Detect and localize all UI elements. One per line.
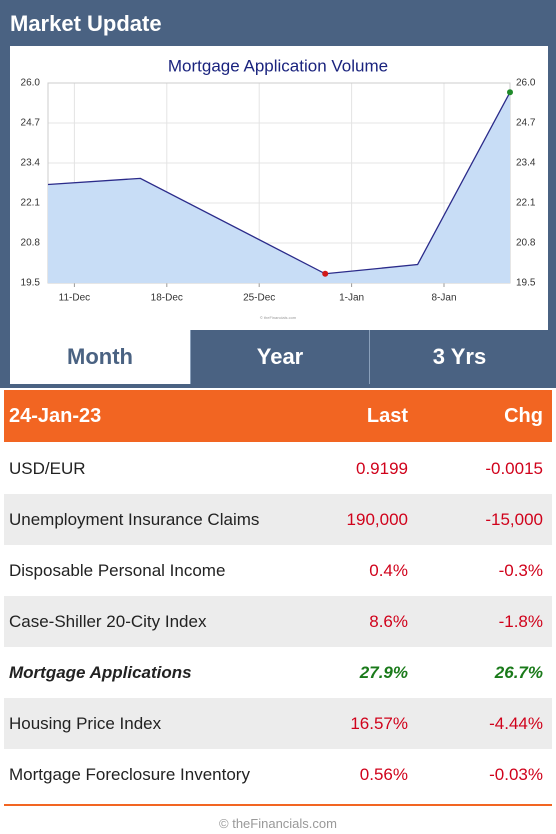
- x-tick-label: 18-Dec: [151, 293, 183, 304]
- y2-tick-label: 19.5: [516, 278, 536, 289]
- table-row: Unemployment Insurance Claims 190,000 -15,…: [4, 494, 552, 545]
- name: Housing Price Index: [9, 714, 162, 733]
- last-value: 8.6%: [369, 612, 408, 631]
- last-value: 0.56%: [359, 765, 408, 784]
- y2-tick-label: 26.0: [516, 78, 536, 89]
- table-row: Housing Price Index 16.57% -4.44%: [4, 698, 552, 749]
- last-value: 0.9199: [356, 459, 408, 478]
- change-value: -15,000: [485, 510, 543, 529]
- y-tick-label: 26.0: [21, 78, 41, 89]
- area: [48, 92, 510, 283]
- last-value: 190,000: [346, 510, 408, 529]
- name: Unemployment Insurance Claims: [9, 510, 260, 529]
- chart: Mortgage Application Volume © theFinanci…: [10, 46, 548, 330]
- y-tick-label: 22.1: [21, 198, 41, 209]
- name: Mortgage Foreclosure Inventory: [9, 765, 250, 784]
- table-row: Case-Shiller 20-City Index 8.6% -1.8%: [4, 596, 552, 647]
- table-row: Disposable Personal Income 0.4% -0.3%: [4, 545, 552, 596]
- last-header: Last: [366, 405, 408, 427]
- change-value: 26.7%: [494, 663, 543, 682]
- y-tick-label: 20.8: [21, 238, 41, 249]
- y-tick-label: 24.7: [21, 118, 41, 129]
- x-tick-label: 25-Dec: [243, 293, 275, 304]
- y2-tick-label: 20.8: [516, 238, 536, 249]
- tab[interactable]: 3 Yrs: [369, 330, 549, 384]
- name: Mortgage Applications: [9, 663, 192, 682]
- name: Case-Shiller 20-City Index: [9, 612, 207, 631]
- last-value: 27.9%: [359, 663, 408, 682]
- change-value: -0.0015: [485, 459, 543, 478]
- divider: [4, 804, 552, 806]
- table-row: Mortgage Foreclosure Inventory 0.56% -0.03…: [4, 749, 552, 800]
- tab[interactable]: Year: [190, 330, 369, 384]
- x-tick-label: 8-Jan: [431, 293, 456, 304]
- date-header: 24-Jan-23: [9, 405, 102, 427]
- name: Disposable Personal Income: [9, 561, 226, 580]
- y2-tick-label: 22.1: [516, 198, 536, 209]
- chg-header: Chg: [504, 405, 543, 427]
- change-value: -0.3%: [498, 561, 543, 580]
- last-value: 16.57%: [350, 714, 408, 733]
- change-value: -1.8%: [498, 612, 543, 631]
- table-row: Mortgage Applications 27.9% 26.7%: [4, 647, 552, 698]
- chart-title: Mortgage Application Volume: [168, 56, 388, 75]
- last-value: 0.4%: [369, 561, 408, 580]
- marker: [322, 270, 329, 277]
- y2-tick-label: 24.7: [516, 118, 536, 129]
- header-title: Market Update: [10, 11, 162, 36]
- name: USD/EUR: [9, 459, 86, 478]
- y2-tick-label: 23.4: [516, 158, 536, 169]
- watermark: © theFinancials.com: [260, 315, 297, 320]
- table-header: 24-Jan-23 Last Chg: [4, 390, 552, 442]
- x-tick-label: 1-Jan: [339, 293, 364, 304]
- y-tick-label: 23.4: [21, 158, 41, 169]
- change-value: -0.03%: [489, 765, 543, 784]
- change-value: -4.44%: [489, 714, 543, 733]
- table-row: USD/EUR 0.9199 -0.0015: [4, 443, 552, 494]
- x-tick-label: 11-Dec: [59, 293, 91, 304]
- footer: © theFinancials.com: [219, 816, 337, 831]
- y-tick-label: 19.5: [21, 278, 41, 289]
- tab[interactable]: Month: [10, 330, 190, 384]
- marker: [507, 89, 513, 96]
